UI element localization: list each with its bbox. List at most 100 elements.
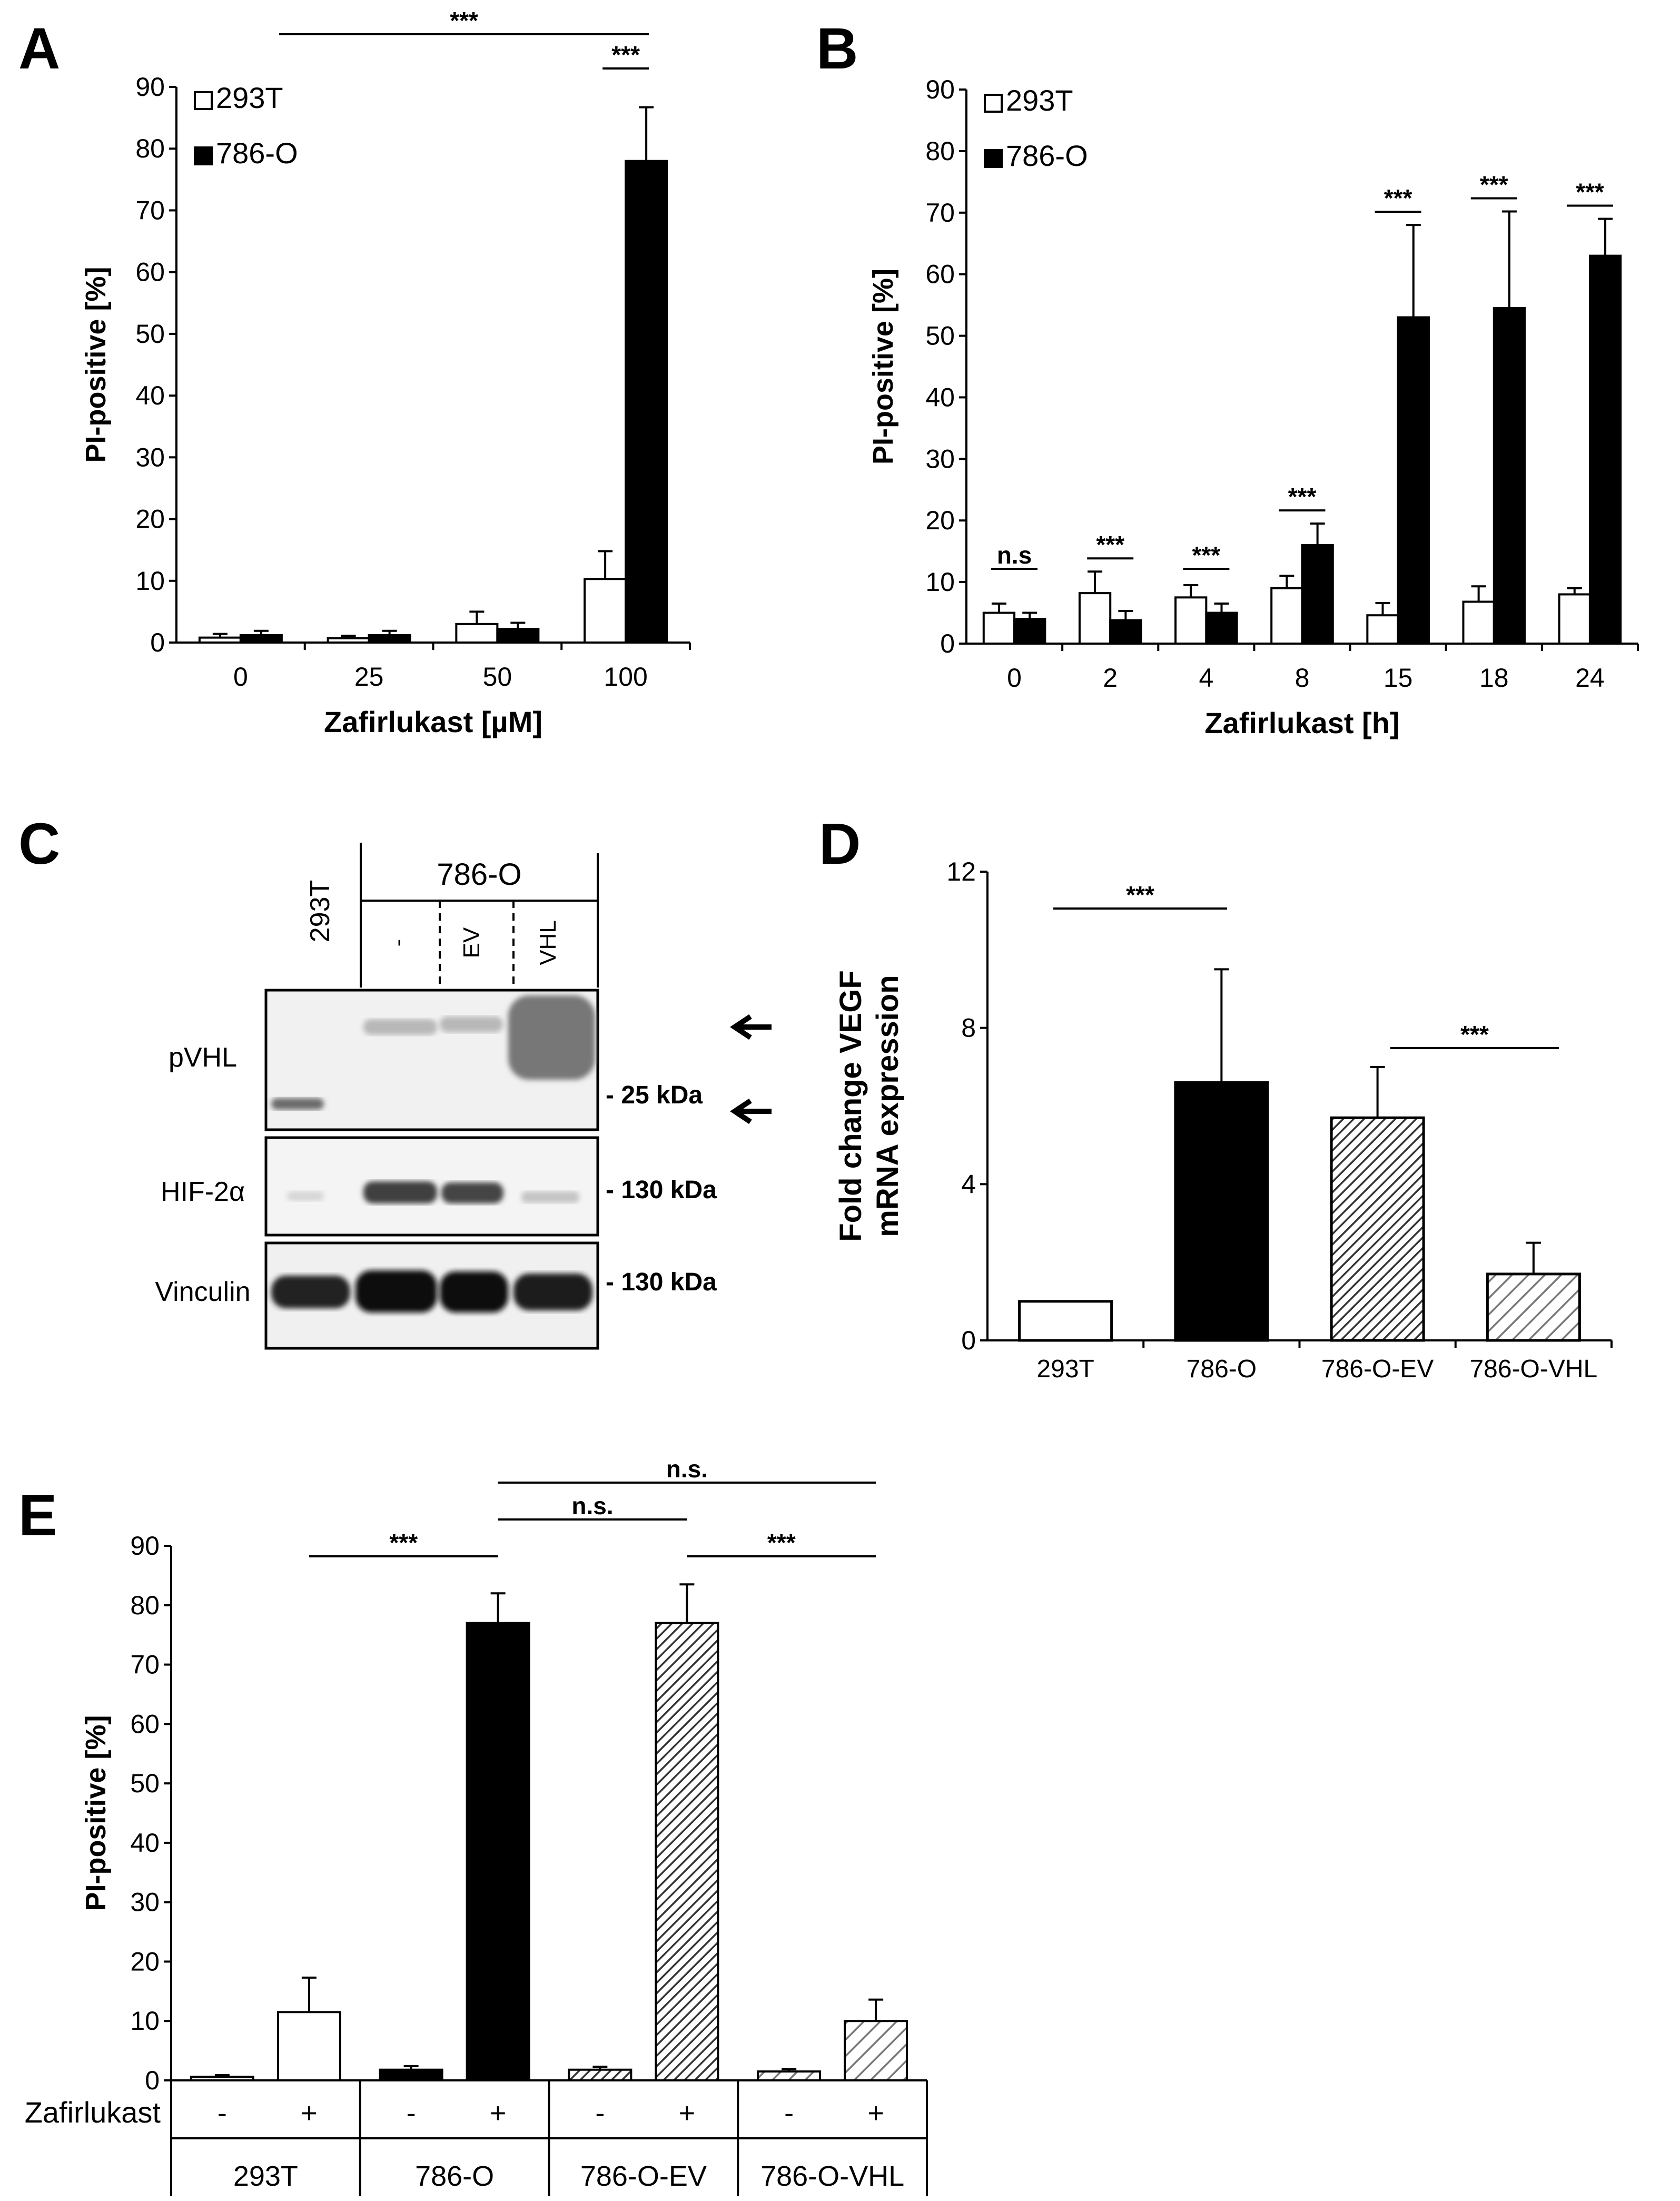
significance-label: ***: [611, 41, 640, 68]
western-blot: 293T 786-O - EV VHL pVHL - 25 kDa HIF-2α…: [155, 843, 772, 1350]
band-vinculin-lane1: [271, 1276, 350, 1308]
chart-e: 0 10 20 30 40 50 60 70 80 90 PI-positive [%] - +293T…: [25, 1455, 928, 2196]
x-axis-label: Zafirlukast [µM]: [324, 705, 542, 738]
x-tick-label: 4: [1199, 663, 1213, 693]
group-label: 786-O-VHL: [760, 2160, 904, 2192]
blot-lane-label-2: EV: [459, 927, 485, 958]
x-tick-label: 50: [483, 662, 512, 692]
y-tick-label: 0: [145, 2066, 160, 2095]
y-tick-label: 80: [130, 1591, 160, 1620]
bar-minus: [757, 2070, 822, 2081]
significance-label: ***: [1480, 171, 1508, 198]
blot-marker-130kda-1: - 130 kDa: [606, 1176, 717, 1204]
legend-label: 786-O: [216, 136, 298, 170]
y-tick-label: 8: [961, 1013, 976, 1043]
band-hif2a-lane2: [363, 1181, 437, 1203]
band-hif2a-lane1: [287, 1191, 324, 1201]
significance-label: ***: [450, 7, 478, 34]
y-tick-label: 20: [135, 505, 165, 534]
x-tick-label: 15: [1383, 663, 1413, 693]
y-tick-label: 50: [135, 319, 165, 349]
y-tick-label: 20: [925, 506, 955, 535]
band-pvhl-lane3-upper: [440, 1016, 503, 1032]
bar-293t: [455, 623, 499, 644]
blot-control-lane-label: 293T: [305, 880, 335, 943]
x-tick-label: 100: [604, 662, 647, 692]
blot-row-label-pvhl: pVHL: [169, 1042, 237, 1073]
y-tick-label: 90: [135, 72, 165, 102]
bar-786o: [1013, 618, 1046, 645]
x-tick-label: 786-O-VHL: [1469, 1355, 1597, 1383]
y-tick-label: 90: [130, 1531, 160, 1561]
significance-label: n.s.: [666, 1455, 708, 1483]
band-vinculin-lane4: [513, 1274, 592, 1310]
y-tick-label: 50: [925, 321, 955, 351]
blot-row-label-hif2a: HIF-2α: [161, 1177, 245, 1207]
blot-lane-label-3: VHL: [535, 920, 561, 965]
y-tick-label: 30: [925, 444, 955, 473]
y-tick-label: 70: [130, 1650, 160, 1680]
y-tick-label: 40: [135, 381, 165, 410]
significance-label: ***: [1192, 541, 1220, 569]
chart-d: 0 4 8 12 Fold change VEGF mRNA expression 293T…: [834, 857, 1613, 1383]
panel-label-c: C: [18, 812, 60, 876]
x-tick-label: 25: [354, 662, 384, 692]
treatment-sign: +: [867, 2097, 884, 2129]
bar-293t: [1366, 614, 1399, 645]
significance-label: ***: [1384, 184, 1412, 212]
significance-label: ***: [389, 1529, 418, 1556]
blot-lane-label-1: -: [385, 939, 411, 947]
band-hif2a-lane3: [441, 1182, 503, 1203]
y-tick-label: 40: [130, 1828, 160, 1858]
y-tick-label: 20: [130, 1947, 160, 1976]
legend-label: 786-O: [1006, 139, 1088, 172]
significance-label: ***: [1126, 881, 1154, 909]
bar-minus: [190, 2076, 254, 2082]
band-vinculin-lane2: [355, 1270, 437, 1312]
treatment-sign: +: [301, 2097, 318, 2129]
bar-786o: [625, 160, 668, 644]
bar-plus: [276, 2011, 341, 2082]
bar-293t: [584, 578, 627, 644]
significance-label: ***: [1460, 1021, 1489, 1048]
panel-label-e: E: [18, 1483, 57, 1548]
y-tick-label: 4: [961, 1169, 976, 1199]
legend-swatch: [984, 149, 1003, 168]
y-tick-label: 10: [135, 566, 165, 596]
blot-row-label-vinculin: Vinculin: [155, 1277, 250, 1307]
y-tick-label: 40: [925, 382, 955, 412]
x-tick-label: 786-O: [1187, 1355, 1257, 1383]
bar-786o: [1109, 619, 1142, 645]
x-tick-label: 0: [233, 662, 248, 692]
x-tick-label: 24: [1575, 663, 1605, 693]
x-tick-label: 8: [1295, 663, 1310, 693]
bar-293t: [1462, 600, 1495, 645]
group-label: 786-O: [415, 2160, 494, 2192]
legend-swatch: [984, 94, 1003, 113]
treatment-sign: +: [679, 2097, 696, 2129]
y-tick-label: 12: [946, 857, 976, 886]
band-pvhl-lane1: [271, 1098, 324, 1110]
group-label: 786-O-EV: [580, 2160, 707, 2192]
legend-swatch: [194, 146, 213, 165]
bar-minus: [568, 2068, 633, 2081]
significance-label: ***: [1096, 531, 1124, 558]
y-tick-label: 10: [130, 2006, 160, 2036]
bar-293t: [198, 636, 242, 644]
significance-label: n.s: [997, 541, 1032, 569]
arrow-lower-icon: [729, 1098, 772, 1124]
bar-plus: [844, 2020, 908, 2081]
treatment-sign: -: [218, 2097, 227, 2129]
x-tick-label: 2: [1103, 663, 1118, 693]
bar-293t: [982, 611, 1016, 645]
bar-293t: [327, 637, 370, 644]
band-pvhl-vhl-overexpressed: [508, 995, 595, 1080]
panel-label-d: D: [819, 812, 861, 876]
group-label: 293T: [233, 2160, 298, 2192]
bar-293t: [1174, 596, 1208, 645]
y-axis-label: PI-positive [%]: [80, 1715, 112, 1911]
blot-marker-130kda-2: - 130 kDa: [606, 1268, 717, 1296]
bar-786o: [1493, 307, 1526, 645]
bar-786o: [1205, 611, 1238, 645]
y-tick-label: 60: [130, 1709, 160, 1739]
